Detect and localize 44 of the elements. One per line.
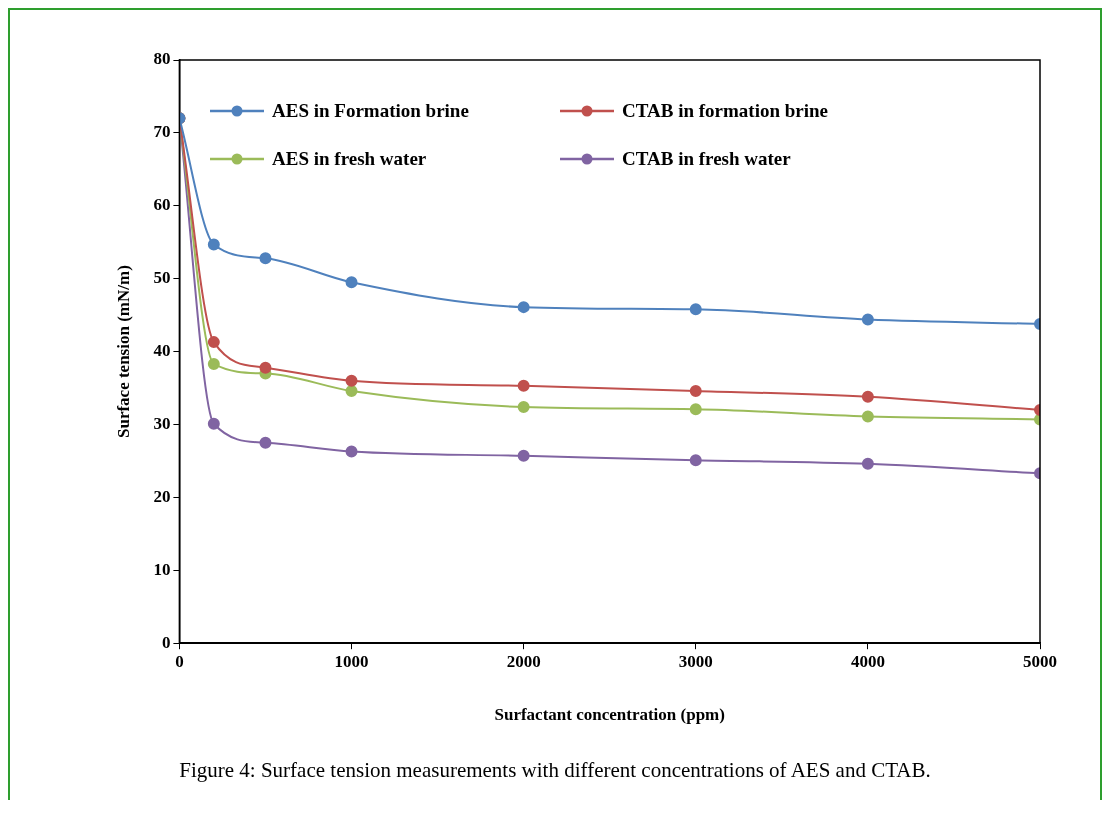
- point: [259, 361, 272, 374]
- point: [861, 313, 874, 326]
- point: [861, 457, 874, 470]
- legend-label: AES in Formation brine: [272, 100, 469, 122]
- point: [207, 417, 220, 430]
- point: [207, 357, 220, 370]
- point: [517, 301, 530, 314]
- point: [259, 436, 272, 449]
- point: [345, 445, 358, 458]
- y-tick-label: 40: [153, 340, 171, 360]
- point: [861, 390, 874, 403]
- y-tick-label: 50: [153, 268, 171, 288]
- x-tick-label: 0: [175, 651, 184, 671]
- point: [207, 238, 220, 251]
- point: [689, 384, 702, 397]
- x-tick-label: 1000: [334, 651, 369, 671]
- y-tick-label: 10: [153, 559, 171, 579]
- y-tick-label: 60: [153, 195, 171, 215]
- x-axis-title: Surfactant concentration (ppm): [494, 705, 725, 725]
- y-tick-label: 20: [153, 486, 171, 506]
- y-tick-label: 30: [153, 413, 171, 433]
- y-tick-label: 80: [153, 49, 171, 69]
- y-tick-label: 70: [153, 122, 171, 142]
- point: [689, 403, 702, 416]
- point: [345, 276, 358, 289]
- x-tick-label: 2000: [506, 651, 541, 671]
- legend-label: AES in fresh water: [272, 148, 427, 170]
- point: [689, 303, 702, 316]
- y-tick-label: 0: [161, 632, 171, 652]
- point: [861, 410, 874, 423]
- legend-label: CTAB in formation brine: [622, 100, 829, 122]
- point: [259, 252, 272, 265]
- point: [689, 454, 702, 467]
- point: [517, 379, 530, 392]
- x-tick-label: 4000: [850, 651, 885, 671]
- point: [517, 449, 530, 462]
- x-tick-label: 5000: [1023, 651, 1057, 671]
- y-axis-title: Surface tension (mN/m): [113, 265, 133, 439]
- point: [345, 374, 358, 387]
- legend-label: CTAB in fresh water: [622, 148, 791, 170]
- point: [207, 336, 220, 349]
- caption: Figure 4: Surface tension measurements with different concentrations of AES and CTAB.: [178, 758, 932, 783]
- x-tick-label: 3000: [678, 651, 713, 671]
- point: [517, 401, 530, 413]
